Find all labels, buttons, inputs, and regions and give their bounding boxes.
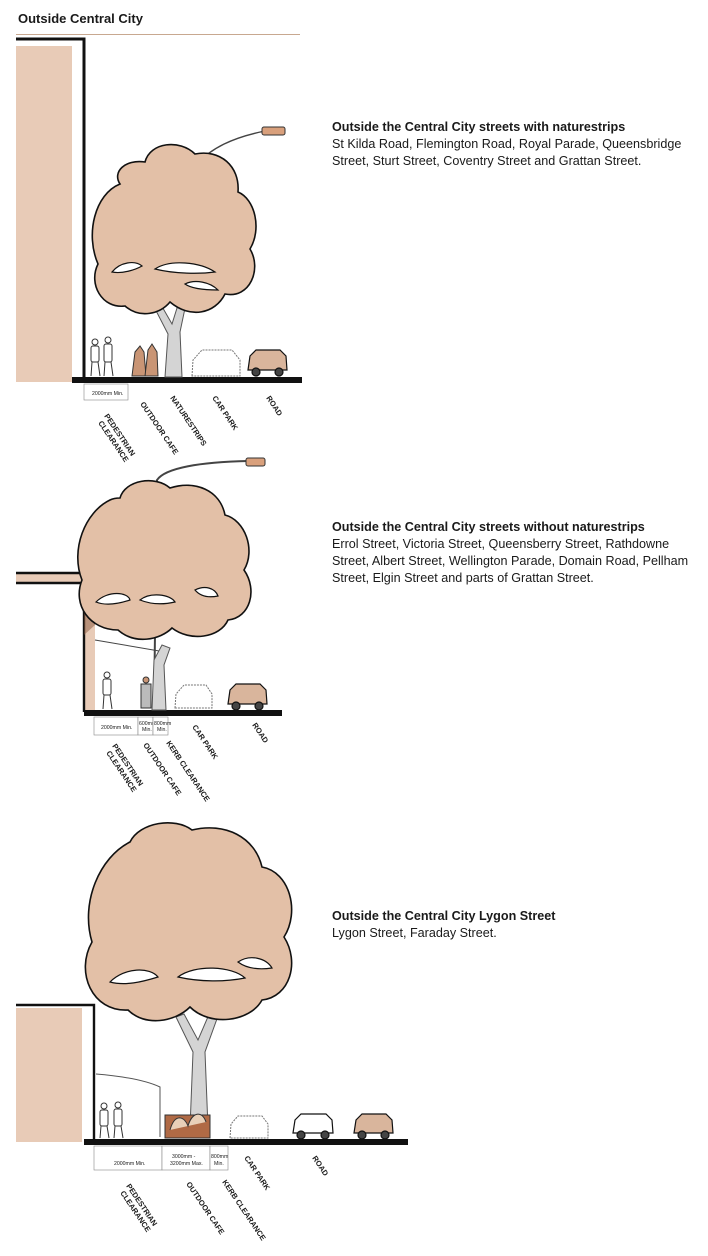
canopy-shadow-2 bbox=[153, 262, 217, 274]
road-car bbox=[227, 683, 268, 711]
road-car-1 bbox=[292, 1113, 334, 1140]
dim-cafe-max: 3200mm Max. bbox=[170, 1161, 203, 1167]
dim-kerb-min: Min. bbox=[214, 1161, 224, 1167]
footpath-ground bbox=[72, 377, 302, 383]
label-car-park: CAR PARK bbox=[210, 394, 240, 432]
label-road: ROAD bbox=[250, 721, 270, 745]
canopy-shadow-3 bbox=[236, 957, 273, 970]
canopy-shadow-2 bbox=[176, 967, 247, 982]
canopy-shadow-1 bbox=[108, 969, 160, 985]
building-wall-outline bbox=[16, 1003, 96, 1142]
dim-cafe-min: Min. bbox=[142, 727, 152, 733]
dim-box-pedestrian bbox=[83, 383, 129, 401]
pedestrians bbox=[99, 1101, 124, 1139]
dim-kerb-width: 800mm bbox=[154, 721, 171, 727]
street-section-lygon-street: 2000mm Min. 3000mm - 3200mm Max. 800mm M… bbox=[16, 822, 408, 1242]
section-description: Outside the Central City streets with na… bbox=[332, 119, 692, 170]
section-title: Outside the Central City streets with na… bbox=[332, 120, 626, 134]
section-header: Outside Central City bbox=[16, 0, 300, 35]
page-title: Outside Central City bbox=[18, 11, 143, 26]
footpath-ground bbox=[84, 710, 282, 716]
outdoor-cafe-furniture bbox=[140, 676, 152, 709]
label-outdoor-cafe: OUTDOOR CAFE bbox=[184, 1180, 226, 1236]
canopy-shadow-2 bbox=[138, 594, 176, 605]
road-car-2 bbox=[353, 1113, 394, 1140]
label-road: ROAD bbox=[310, 1154, 330, 1178]
tree-trunk bbox=[149, 291, 189, 378]
street-section-with-naturestrips: 2000mm Min. PEDESTRIAN CLEARANCE OUTDOOR… bbox=[16, 37, 302, 464]
tree-trunk bbox=[175, 1011, 219, 1129]
dim-kerb-min: Min. bbox=[157, 727, 167, 733]
section-description: Outside the Central City Lygon Street Ly… bbox=[332, 908, 692, 942]
road-car bbox=[247, 349, 288, 377]
parked-car-outline bbox=[174, 684, 213, 709]
dim-kerb-width: 800mm bbox=[211, 1154, 228, 1160]
canopy-shadow-3 bbox=[194, 586, 219, 598]
footpath-ground bbox=[84, 1139, 408, 1145]
street-section-without-naturestrips: 2000mm Min. 600mm Min. 800mm Min. PEDEST… bbox=[16, 457, 282, 803]
dim-cafe-range: 3000mm - bbox=[172, 1154, 196, 1160]
tree-canopy bbox=[77, 480, 252, 641]
section-title: Outside the Central City Lygon Street bbox=[332, 909, 556, 923]
cafe-awning bbox=[94, 639, 166, 653]
section-streets: Errol Street, Victoria Street, Queensber… bbox=[332, 537, 689, 585]
dim-pedestrian-clearance: 2000mm Min. bbox=[92, 391, 123, 397]
section-streets: Lygon Street, Faraday Street. bbox=[332, 926, 497, 940]
section-streets: St Kilda Road, Flemington Road, Royal Pa… bbox=[332, 137, 682, 168]
planter-plants bbox=[169, 1113, 207, 1131]
dim-pedestrian-clearance: 2000mm Min. bbox=[101, 725, 132, 731]
section-description: Outside the Central City streets without… bbox=[332, 519, 692, 587]
canopy-shadow-1 bbox=[94, 592, 131, 605]
section-title: Outside the Central City streets without… bbox=[332, 520, 645, 534]
street-light-lamp bbox=[245, 457, 266, 467]
dim-box-pedestrian bbox=[93, 1145, 163, 1171]
canopy-shadow-1 bbox=[110, 262, 144, 274]
dim-cafe-width: 600mm bbox=[139, 721, 156, 727]
tree-trunk bbox=[151, 644, 171, 711]
parked-car-outline bbox=[191, 349, 241, 377]
label-car-park: CAR PARK bbox=[190, 723, 220, 761]
pedestrians bbox=[102, 671, 113, 710]
street-light-pole bbox=[153, 460, 249, 711]
label-road: ROAD bbox=[264, 394, 284, 418]
outdoor-cafe-furniture bbox=[131, 343, 159, 377]
label-car-park: CAR PARK bbox=[242, 1154, 272, 1192]
building-wall bbox=[16, 46, 72, 382]
tree-canopy bbox=[84, 822, 293, 1022]
dim-pedestrian-clearance: 2000mm Min. bbox=[114, 1161, 145, 1167]
dim-box-kerb bbox=[152, 716, 169, 736]
tree-canopy bbox=[91, 143, 257, 315]
building-wall bbox=[16, 1008, 82, 1142]
label-kerb-clearance: KERB CLEARANCE bbox=[220, 1178, 267, 1242]
canopy-shadow-3 bbox=[183, 280, 220, 291]
street-light-lamp bbox=[261, 126, 286, 136]
building-wall-outline bbox=[16, 37, 86, 380]
parked-car-outline bbox=[229, 1115, 269, 1139]
cafe-awning bbox=[95, 1073, 161, 1137]
dim-box-cafe bbox=[161, 1145, 211, 1171]
dim-box-kerb bbox=[209, 1145, 229, 1171]
pedestrians bbox=[90, 336, 114, 377]
